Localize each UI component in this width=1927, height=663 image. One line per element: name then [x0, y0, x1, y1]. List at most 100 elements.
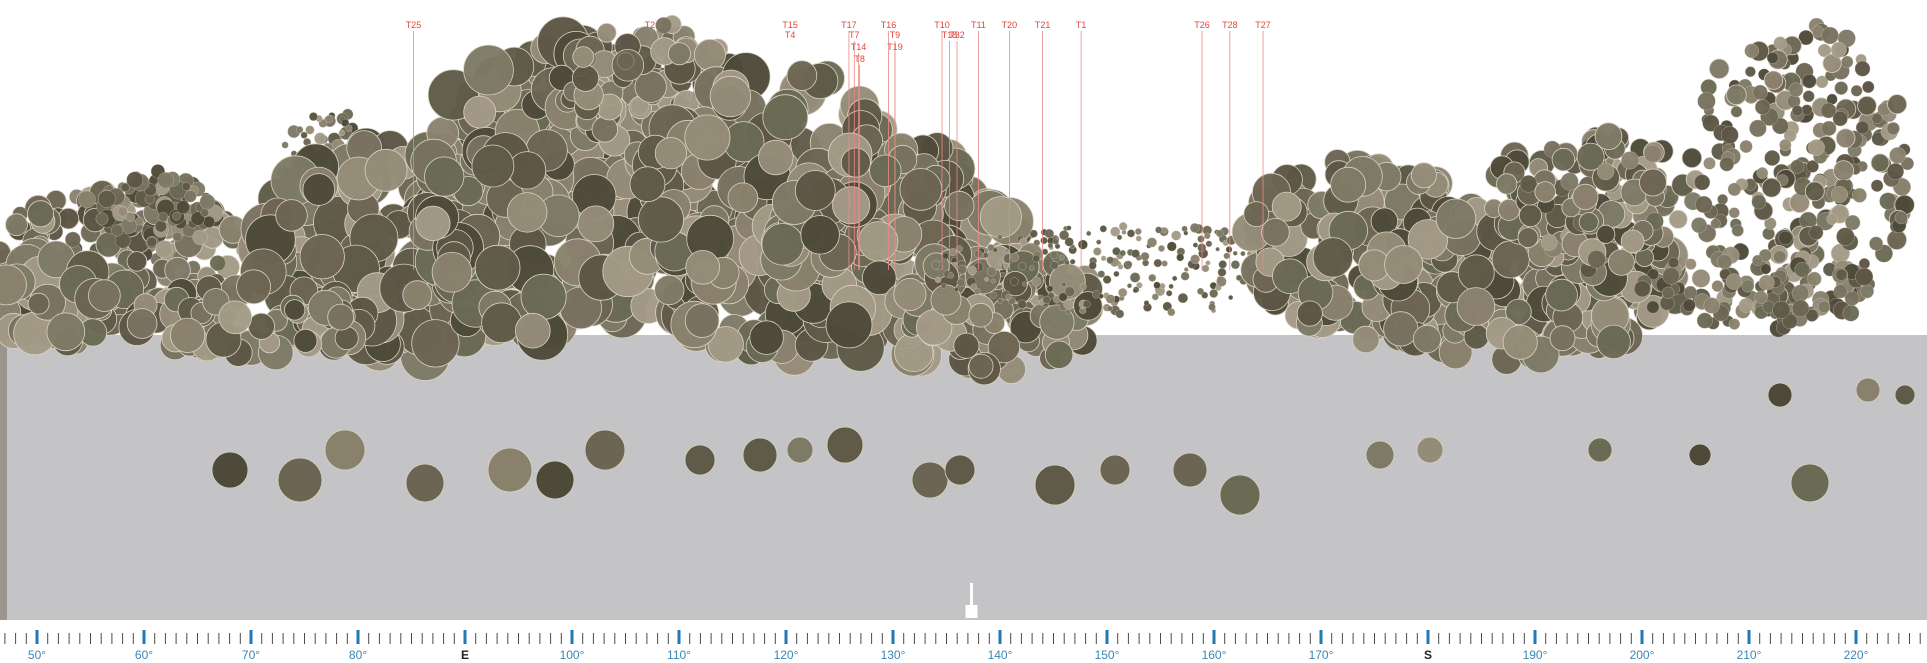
tree-crown-circle [1167, 308, 1176, 317]
tree-label[interactable]: T27 [1255, 20, 1271, 30]
compass-tick-label: 70° [242, 648, 260, 662]
tree-crown-circle [1017, 299, 1027, 309]
tree-label[interactable]: T25 [406, 20, 422, 30]
tree-crown-circle [1029, 265, 1035, 271]
tree-crown-circle [1763, 70, 1784, 90]
tree-crown-circle [1161, 260, 1168, 267]
tree-crown-circle [463, 44, 514, 96]
heading-pointer[interactable] [965, 583, 978, 618]
tree-crown-circle [1778, 230, 1793, 245]
tree-label[interactable]: T10 [934, 20, 950, 30]
tree-crown-circle [1010, 252, 1020, 262]
tree-crown-circle [27, 292, 50, 315]
tree-label[interactable]: T32 [949, 30, 965, 40]
tree-crown-circle [1764, 150, 1781, 166]
tree-crown-circle [1807, 271, 1822, 287]
tree-crown-circle [1004, 248, 1010, 254]
tree-crown-circle [1871, 113, 1883, 124]
tree-label[interactable]: T9 [890, 30, 901, 40]
compass-tick-label: 200° [1630, 648, 1655, 662]
tree-crown-circle [1643, 144, 1662, 163]
tree-crown-circle [968, 353, 994, 379]
tree-crown-circle [1161, 227, 1168, 234]
tree-crown-circle [858, 221, 899, 262]
tree-label[interactable]: T16 [881, 20, 897, 30]
tree-label[interactable]: T17 [841, 20, 857, 30]
heading-pointer-handle[interactable] [965, 605, 978, 618]
tree-crown-circle [684, 303, 720, 338]
tree-label[interactable]: T8 [854, 54, 865, 64]
tree-crown-circle [1749, 119, 1767, 138]
tree-crown-circle [1069, 258, 1076, 265]
tree-crown-circle [758, 139, 794, 176]
tree-crown-circle [1767, 382, 1793, 408]
tree-crown-circle [1791, 299, 1810, 317]
tree-crown-circle [424, 156, 465, 197]
tree-crown-circle [474, 244, 521, 291]
tree-crown-circle [1761, 177, 1782, 198]
tree-crown-circle [300, 131, 308, 139]
tree-crown-circle [940, 283, 947, 289]
tree-crown-circle [1117, 264, 1124, 270]
tree-crown-circle [1093, 247, 1102, 256]
tree-crown-circle [1862, 80, 1875, 93]
tree-crown-circle [1088, 261, 1097, 270]
tree-crown-circle [893, 277, 927, 311]
tree-label[interactable]: T19 [887, 42, 903, 52]
tree-crown-circle [120, 183, 130, 192]
tree-label[interactable]: T11 [971, 20, 986, 30]
tree-crown-circle [1061, 281, 1067, 287]
tree-crown-circle [284, 299, 306, 321]
tree-crown-circle [1832, 111, 1848, 127]
tree-crown-circle [88, 279, 121, 312]
tree-crown-circle [572, 46, 594, 68]
tree-label[interactable]: T1 [1076, 20, 1087, 30]
tree-crown-circle [786, 436, 814, 464]
tree-crown-circle [1805, 309, 1819, 322]
tree-crown-circle [1098, 293, 1104, 299]
tree-crown-circle [591, 116, 619, 143]
tree-crown-circle [967, 265, 977, 275]
left-edge-shadow [0, 250, 7, 620]
tree-label[interactable]: T20 [1002, 20, 1018, 30]
tree-crown-circle [1773, 250, 1787, 264]
tree-crown-circle [1517, 227, 1539, 249]
tree-crown-circle [1044, 228, 1054, 239]
tree-crown-circle [199, 194, 216, 210]
tree-crown-circle [655, 17, 673, 34]
tree-crown-circle [431, 251, 473, 293]
tree-crown-circle [1050, 261, 1059, 270]
tree-crown-circle [1894, 211, 1908, 225]
tree-label[interactable]: T2 [645, 20, 656, 30]
tree-crown-circle [1059, 230, 1070, 241]
tree-label[interactable]: T18 [942, 30, 958, 40]
tree-label[interactable]: T26 [1194, 20, 1210, 30]
tree-crown-circle [1135, 235, 1142, 242]
tree-crown-circle [309, 112, 318, 121]
tree-crown-circle [1192, 242, 1198, 248]
tree-crown-circle [1063, 299, 1074, 310]
compass-strip[interactable] [0, 620, 1927, 663]
tree-crown-circle [1889, 147, 1906, 164]
tree-crown-circle [1033, 239, 1041, 247]
tree-crown-circle [111, 224, 124, 237]
tree-label[interactable]: T21 [1035, 20, 1051, 30]
tree-crown-circle [135, 217, 144, 226]
tree-crown-circle [1064, 286, 1075, 297]
tree-crown-circle [1066, 225, 1072, 231]
tree-label[interactable]: T28 [1222, 20, 1238, 30]
compass-scale[interactable]: 50° 60° 70° 80° E 100° 110° 120° 130° 140° 150° 160… [4, 630, 1921, 662]
tree-crown-circle [535, 460, 575, 500]
tree-label[interactable]: T4 [785, 30, 796, 40]
tree-crown-circle [1756, 167, 1769, 179]
tree-crown-circle [402, 280, 433, 311]
tree-crown-circle [211, 451, 249, 489]
tree-label[interactable]: T7 [849, 30, 860, 40]
tree-label[interactable]: T14 [851, 42, 867, 52]
tree-crown-circle [948, 248, 957, 257]
tree-crown-circle [1153, 281, 1161, 289]
tree-crown-circle [1711, 280, 1724, 292]
tree-label[interactable]: T15 [782, 20, 798, 30]
tree-crown-circle [1549, 325, 1576, 352]
